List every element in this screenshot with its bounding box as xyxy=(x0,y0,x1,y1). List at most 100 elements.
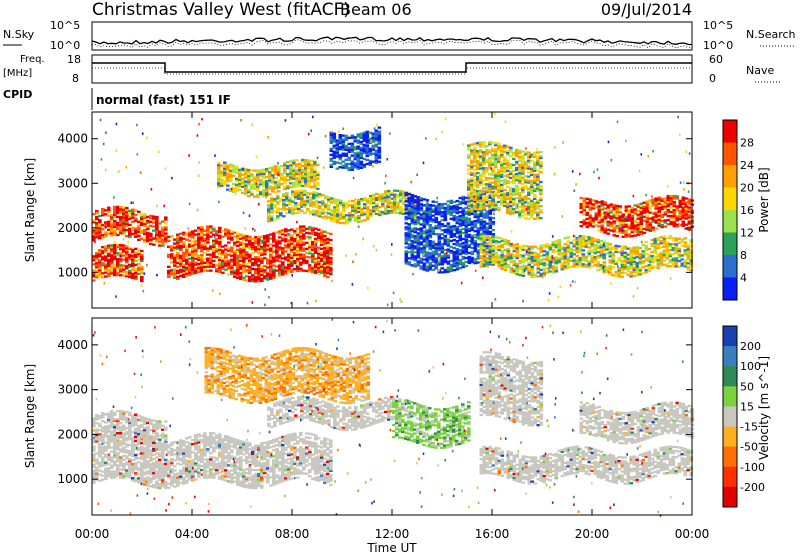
heatmap-cell xyxy=(359,164,364,167)
heatmap-cell xyxy=(612,230,617,233)
heatmap-cell xyxy=(134,217,138,220)
heatmap-cell xyxy=(212,259,216,262)
heatmap-cell xyxy=(206,227,210,230)
heatmap-cell xyxy=(317,270,321,273)
heatmap-cell xyxy=(575,265,580,268)
heatmap-cell xyxy=(242,258,246,261)
heatmap-cell xyxy=(434,267,439,270)
heatmap-cell xyxy=(308,264,312,267)
heatmap-cell xyxy=(375,198,379,202)
heatmap-cell xyxy=(176,265,180,268)
heatmap-cell xyxy=(482,214,487,217)
heatmap-cell xyxy=(250,193,254,196)
heatmap-cell xyxy=(651,226,656,229)
heatmap-cell xyxy=(608,265,613,268)
heatmap-cell xyxy=(437,237,442,240)
heatmap-cell xyxy=(275,259,279,262)
heatmap-cell xyxy=(164,234,168,237)
heatmap-cell xyxy=(488,163,492,166)
heatmap-cell xyxy=(665,251,670,254)
heatmap-cell xyxy=(212,249,216,252)
heatmap-cell xyxy=(279,214,283,217)
heatmap-cell xyxy=(329,238,333,242)
heatmap-cell xyxy=(223,167,227,170)
heatmap-cell xyxy=(668,255,673,258)
heatmap-cell xyxy=(551,251,556,254)
heatmap-cell xyxy=(548,256,553,259)
heatmap-cell xyxy=(248,239,252,242)
heatmap-cell xyxy=(585,203,590,206)
heatmap-cell xyxy=(470,195,474,198)
heatmap-cell xyxy=(476,253,481,256)
heatmap-cell xyxy=(233,275,237,278)
heatmap-cell xyxy=(410,212,415,215)
heatmap-cell xyxy=(296,235,300,238)
heatmap-cell xyxy=(309,212,313,215)
heatmap-cell xyxy=(419,259,424,262)
heatmap-cell xyxy=(275,265,279,268)
heatmap-cell xyxy=(247,189,251,192)
heatmap-cell xyxy=(603,215,608,218)
heatmap-cell xyxy=(500,187,504,190)
heatmap-cell xyxy=(461,195,466,199)
heatmap-cell xyxy=(419,223,424,226)
heatmap-cell xyxy=(295,177,299,180)
heatmap-cell xyxy=(224,260,228,263)
heatmap-cell xyxy=(602,263,607,266)
heatmap-cell xyxy=(479,222,484,226)
heatmap-cell xyxy=(245,237,249,240)
heatmap-cell xyxy=(149,238,153,242)
heatmap-cell xyxy=(206,253,210,256)
heatmap-cell xyxy=(536,271,541,274)
heatmap-cell xyxy=(254,272,258,275)
heatmap-cell xyxy=(618,205,623,208)
heatmap-cell xyxy=(357,204,361,208)
heatmap-cell xyxy=(320,253,324,256)
heatmap-cell xyxy=(482,243,487,246)
heatmap-cell xyxy=(294,202,298,205)
heatmap-cell xyxy=(497,160,501,164)
heatmap-cell xyxy=(182,231,186,234)
heatmap-cell xyxy=(629,251,634,254)
heatmap-cell xyxy=(500,237,505,240)
heatmap-cell xyxy=(339,201,343,204)
heatmap-cell xyxy=(292,161,296,164)
heatmap-cell xyxy=(639,228,644,231)
heatmap-cell xyxy=(677,253,682,257)
heatmap-cell xyxy=(323,230,327,233)
heatmap-cell xyxy=(299,255,303,258)
heatmap-cell xyxy=(320,237,324,240)
heatmap-cell xyxy=(191,246,195,249)
heatmap-cell xyxy=(446,212,451,215)
heatmap-cell xyxy=(290,236,294,239)
heatmap-cell xyxy=(506,253,511,257)
heatmap-cell xyxy=(623,253,628,256)
heatmap-cell xyxy=(239,249,243,252)
heatmap-cell xyxy=(518,273,523,277)
heatmap-cell xyxy=(239,277,243,280)
heatmap-cell xyxy=(545,243,550,246)
heatmap-cell xyxy=(137,250,141,254)
heatmap-cell xyxy=(620,271,625,274)
heatmap-cell xyxy=(158,230,162,233)
heatmap-cell xyxy=(329,272,333,276)
heatmap-cell xyxy=(665,247,670,250)
heatmap-cell xyxy=(413,257,418,260)
heatmap-cell xyxy=(299,247,303,250)
heatmap-cell xyxy=(215,270,219,273)
heatmap-cell xyxy=(461,251,466,255)
heatmap-cell xyxy=(467,168,471,171)
heatmap-cell xyxy=(443,240,448,244)
heatmap-cell xyxy=(539,262,544,266)
heatmap-cell xyxy=(506,163,510,166)
heatmap-cell xyxy=(164,238,168,241)
heatmap-cell xyxy=(566,250,571,253)
heatmap-cell xyxy=(630,221,635,224)
heatmap-cell xyxy=(113,209,117,213)
heatmap-cell xyxy=(434,265,439,268)
heatmap-cell xyxy=(293,260,297,263)
heatmap-cell xyxy=(348,200,352,203)
heatmap-cell xyxy=(509,154,513,158)
heatmap-cell xyxy=(241,177,245,180)
heatmap-cell xyxy=(479,257,484,260)
